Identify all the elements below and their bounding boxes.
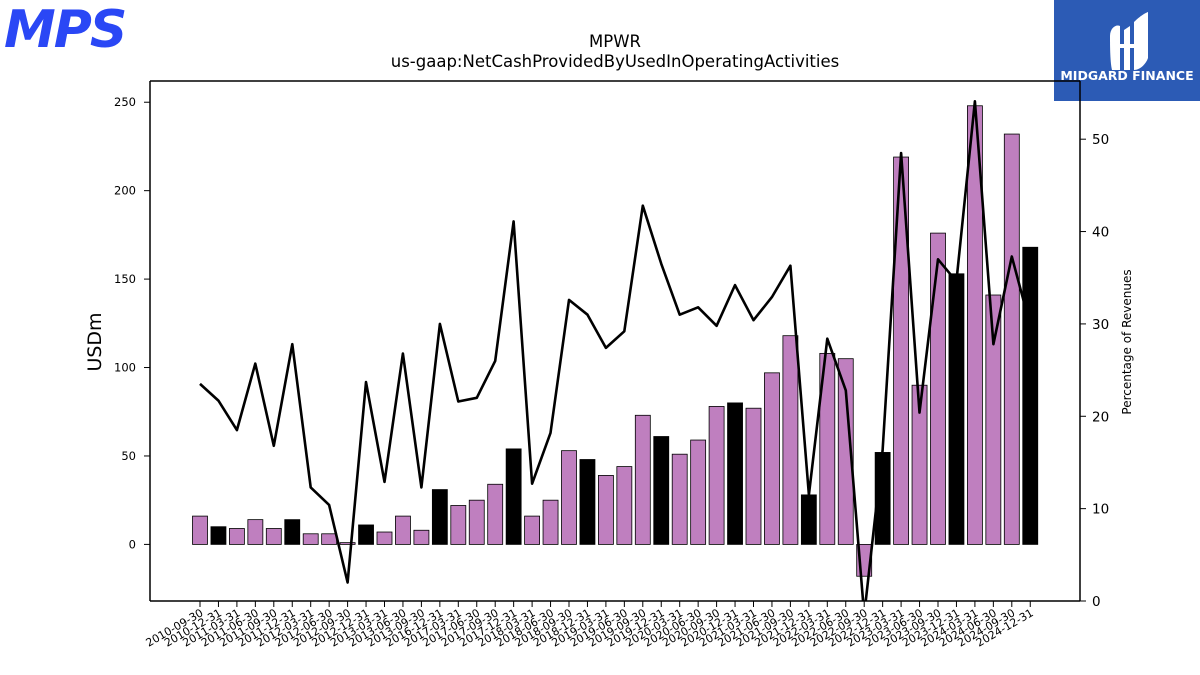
bar-2010-09-30 bbox=[192, 515, 208, 545]
bar-2021-03-31 bbox=[745, 407, 762, 545]
y-axis-label: USDm bbox=[84, 312, 106, 371]
chart-title: MPWR bbox=[589, 32, 641, 51]
y2-tick-label: 10 bbox=[1092, 502, 1109, 518]
bar-2022-03-31 bbox=[819, 352, 836, 545]
midgard-emblem-icon bbox=[1110, 12, 1148, 70]
bar-2011-12-31 bbox=[284, 519, 301, 545]
bar-2010-12-31 bbox=[210, 526, 227, 545]
x-axis-ticks: 2010-09-302010-12-312011-03-312011-06-30… bbox=[144, 601, 1036, 650]
bar-2021-09-30 bbox=[782, 335, 799, 545]
bar-2020-12-31 bbox=[727, 402, 743, 545]
bar-2012-09-30 bbox=[339, 542, 356, 545]
bar-2020-09-30 bbox=[708, 406, 725, 545]
bar-2023-06-30 bbox=[911, 384, 928, 545]
bar-2012-06-30 bbox=[321, 533, 338, 545]
midgard-finance-logo: MIDGARD FINANCE bbox=[1054, 0, 1200, 101]
mps-logo-text: MPS bbox=[4, 0, 125, 56]
bar-2017-06-30 bbox=[468, 499, 485, 545]
midgard-logo-text: MIDGARD FINANCE bbox=[1060, 68, 1193, 83]
bar-2011-06-30 bbox=[247, 519, 264, 545]
y2-tick-label: 50 bbox=[1092, 132, 1109, 148]
bar-2024-06-30 bbox=[985, 294, 1002, 545]
bar-2013-06-30 bbox=[395, 515, 411, 545]
mps-logo: MPS bbox=[4, 0, 127, 56]
bar-2021-06-30 bbox=[764, 372, 780, 545]
bar-2011-03-31 bbox=[228, 528, 245, 545]
bar-2012-03-31 bbox=[302, 533, 319, 545]
bar-2020-03-31 bbox=[671, 453, 688, 545]
y2-tick-label: 30 bbox=[1092, 317, 1109, 333]
y-tick-label: 100 bbox=[114, 361, 136, 375]
chart-subtitle: us-gaap:NetCashProvidedByUsedInOperating… bbox=[390, 52, 840, 71]
bar-2017-12-31 bbox=[505, 448, 522, 545]
y-tick-label: 200 bbox=[114, 184, 136, 198]
bar-2021-12-31 bbox=[800, 494, 817, 545]
bar-2013-09-30 bbox=[413, 529, 430, 545]
revenue-percentage-line bbox=[199, 100, 1032, 601]
line-series bbox=[199, 100, 1032, 601]
bar-2022-06-30 bbox=[837, 358, 854, 545]
bar-2019-12-31 bbox=[653, 436, 670, 545]
bar-2018-03-31 bbox=[524, 515, 540, 545]
y2-tick-label: 40 bbox=[1092, 225, 1109, 241]
y-tick-label: 0 bbox=[129, 537, 136, 551]
bar-2017-09-30 bbox=[487, 483, 504, 545]
bar-2023-12-31 bbox=[948, 273, 965, 545]
y-tick-label: 50 bbox=[121, 449, 136, 463]
bar-2024-12-31 bbox=[1022, 246, 1039, 545]
bar-2018-09-30 bbox=[561, 450, 577, 545]
bar-2012-12-31 bbox=[358, 524, 374, 545]
bar-2024-09-30 bbox=[1003, 133, 1020, 545]
y-tick-label: 250 bbox=[114, 95, 136, 109]
bar-2019-06-30 bbox=[616, 466, 633, 545]
bar-2023-09-30 bbox=[930, 232, 946, 545]
bar-2016-12-31 bbox=[431, 489, 448, 545]
bar-2013-03-31 bbox=[376, 531, 393, 545]
bar-2011-09-30 bbox=[265, 528, 282, 545]
axes bbox=[149, 80, 1081, 602]
y-tick-label: 150 bbox=[114, 272, 136, 286]
y2-axis-label: Percentage of Revenues bbox=[1120, 269, 1134, 414]
y2-tick-label: 0 bbox=[1092, 594, 1101, 610]
y2-axis-ticks: 0 10 20 30 40 50 bbox=[1080, 132, 1109, 610]
bar-2019-03-31 bbox=[598, 475, 614, 545]
y2-tick-label: 20 bbox=[1092, 409, 1109, 425]
y-axis-ticks: 0 50 100 150 200 250 bbox=[114, 95, 150, 551]
bar-2020-06-30 bbox=[690, 439, 707, 545]
bar-2018-12-31 bbox=[579, 459, 596, 545]
chart-title-block: MPWR us-gaap:NetCashProvidedByUsedInOper… bbox=[300, 32, 930, 72]
bar-2018-06-30 bbox=[542, 499, 559, 545]
bar-2019-09-30 bbox=[634, 414, 651, 545]
bar-2017-03-31 bbox=[450, 505, 467, 545]
